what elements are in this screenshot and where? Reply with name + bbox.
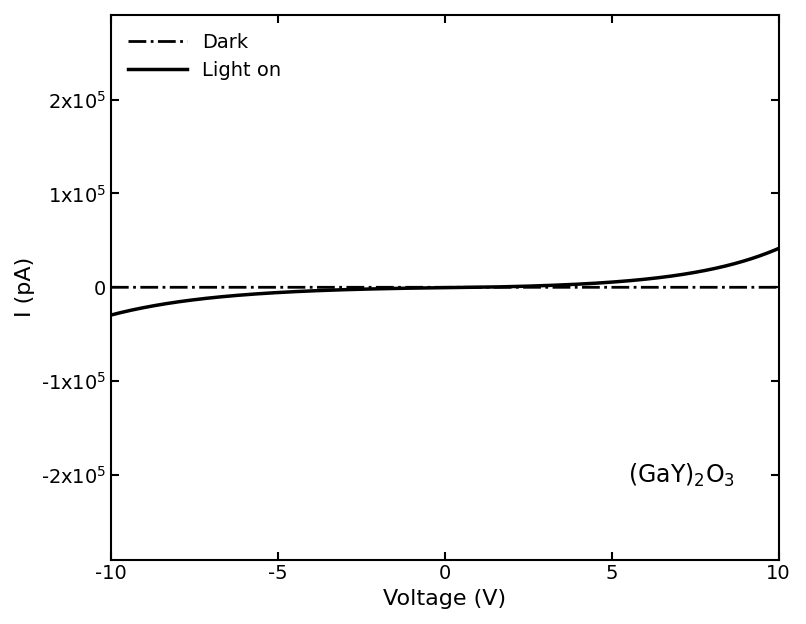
Light on (754, 252, 764, 260)
Light on (754, 252, 764, 260)
Light on (413, 285, 422, 292)
Text: (GaY)$_2$O$_3$: (GaY)$_2$O$_3$ (629, 462, 736, 489)
Dark (754, 283, 764, 291)
Light on (430, 284, 440, 291)
X-axis label: Voltage (V): Voltage (V) (383, 589, 506, 609)
Dark (106, 283, 116, 291)
Y-axis label: I (pA): I (pA) (15, 257, 35, 318)
Line: Light on: Light on (111, 248, 779, 315)
Dark (632, 283, 642, 291)
Dark (430, 283, 440, 291)
Light on (140, 304, 150, 311)
Dark (754, 283, 764, 291)
Legend: Dark, Light on: Dark, Light on (121, 25, 289, 88)
Dark (140, 283, 150, 291)
Dark (774, 283, 783, 291)
Light on (106, 311, 116, 319)
Light on (632, 276, 642, 284)
Dark (413, 283, 422, 291)
Light on (774, 245, 783, 252)
